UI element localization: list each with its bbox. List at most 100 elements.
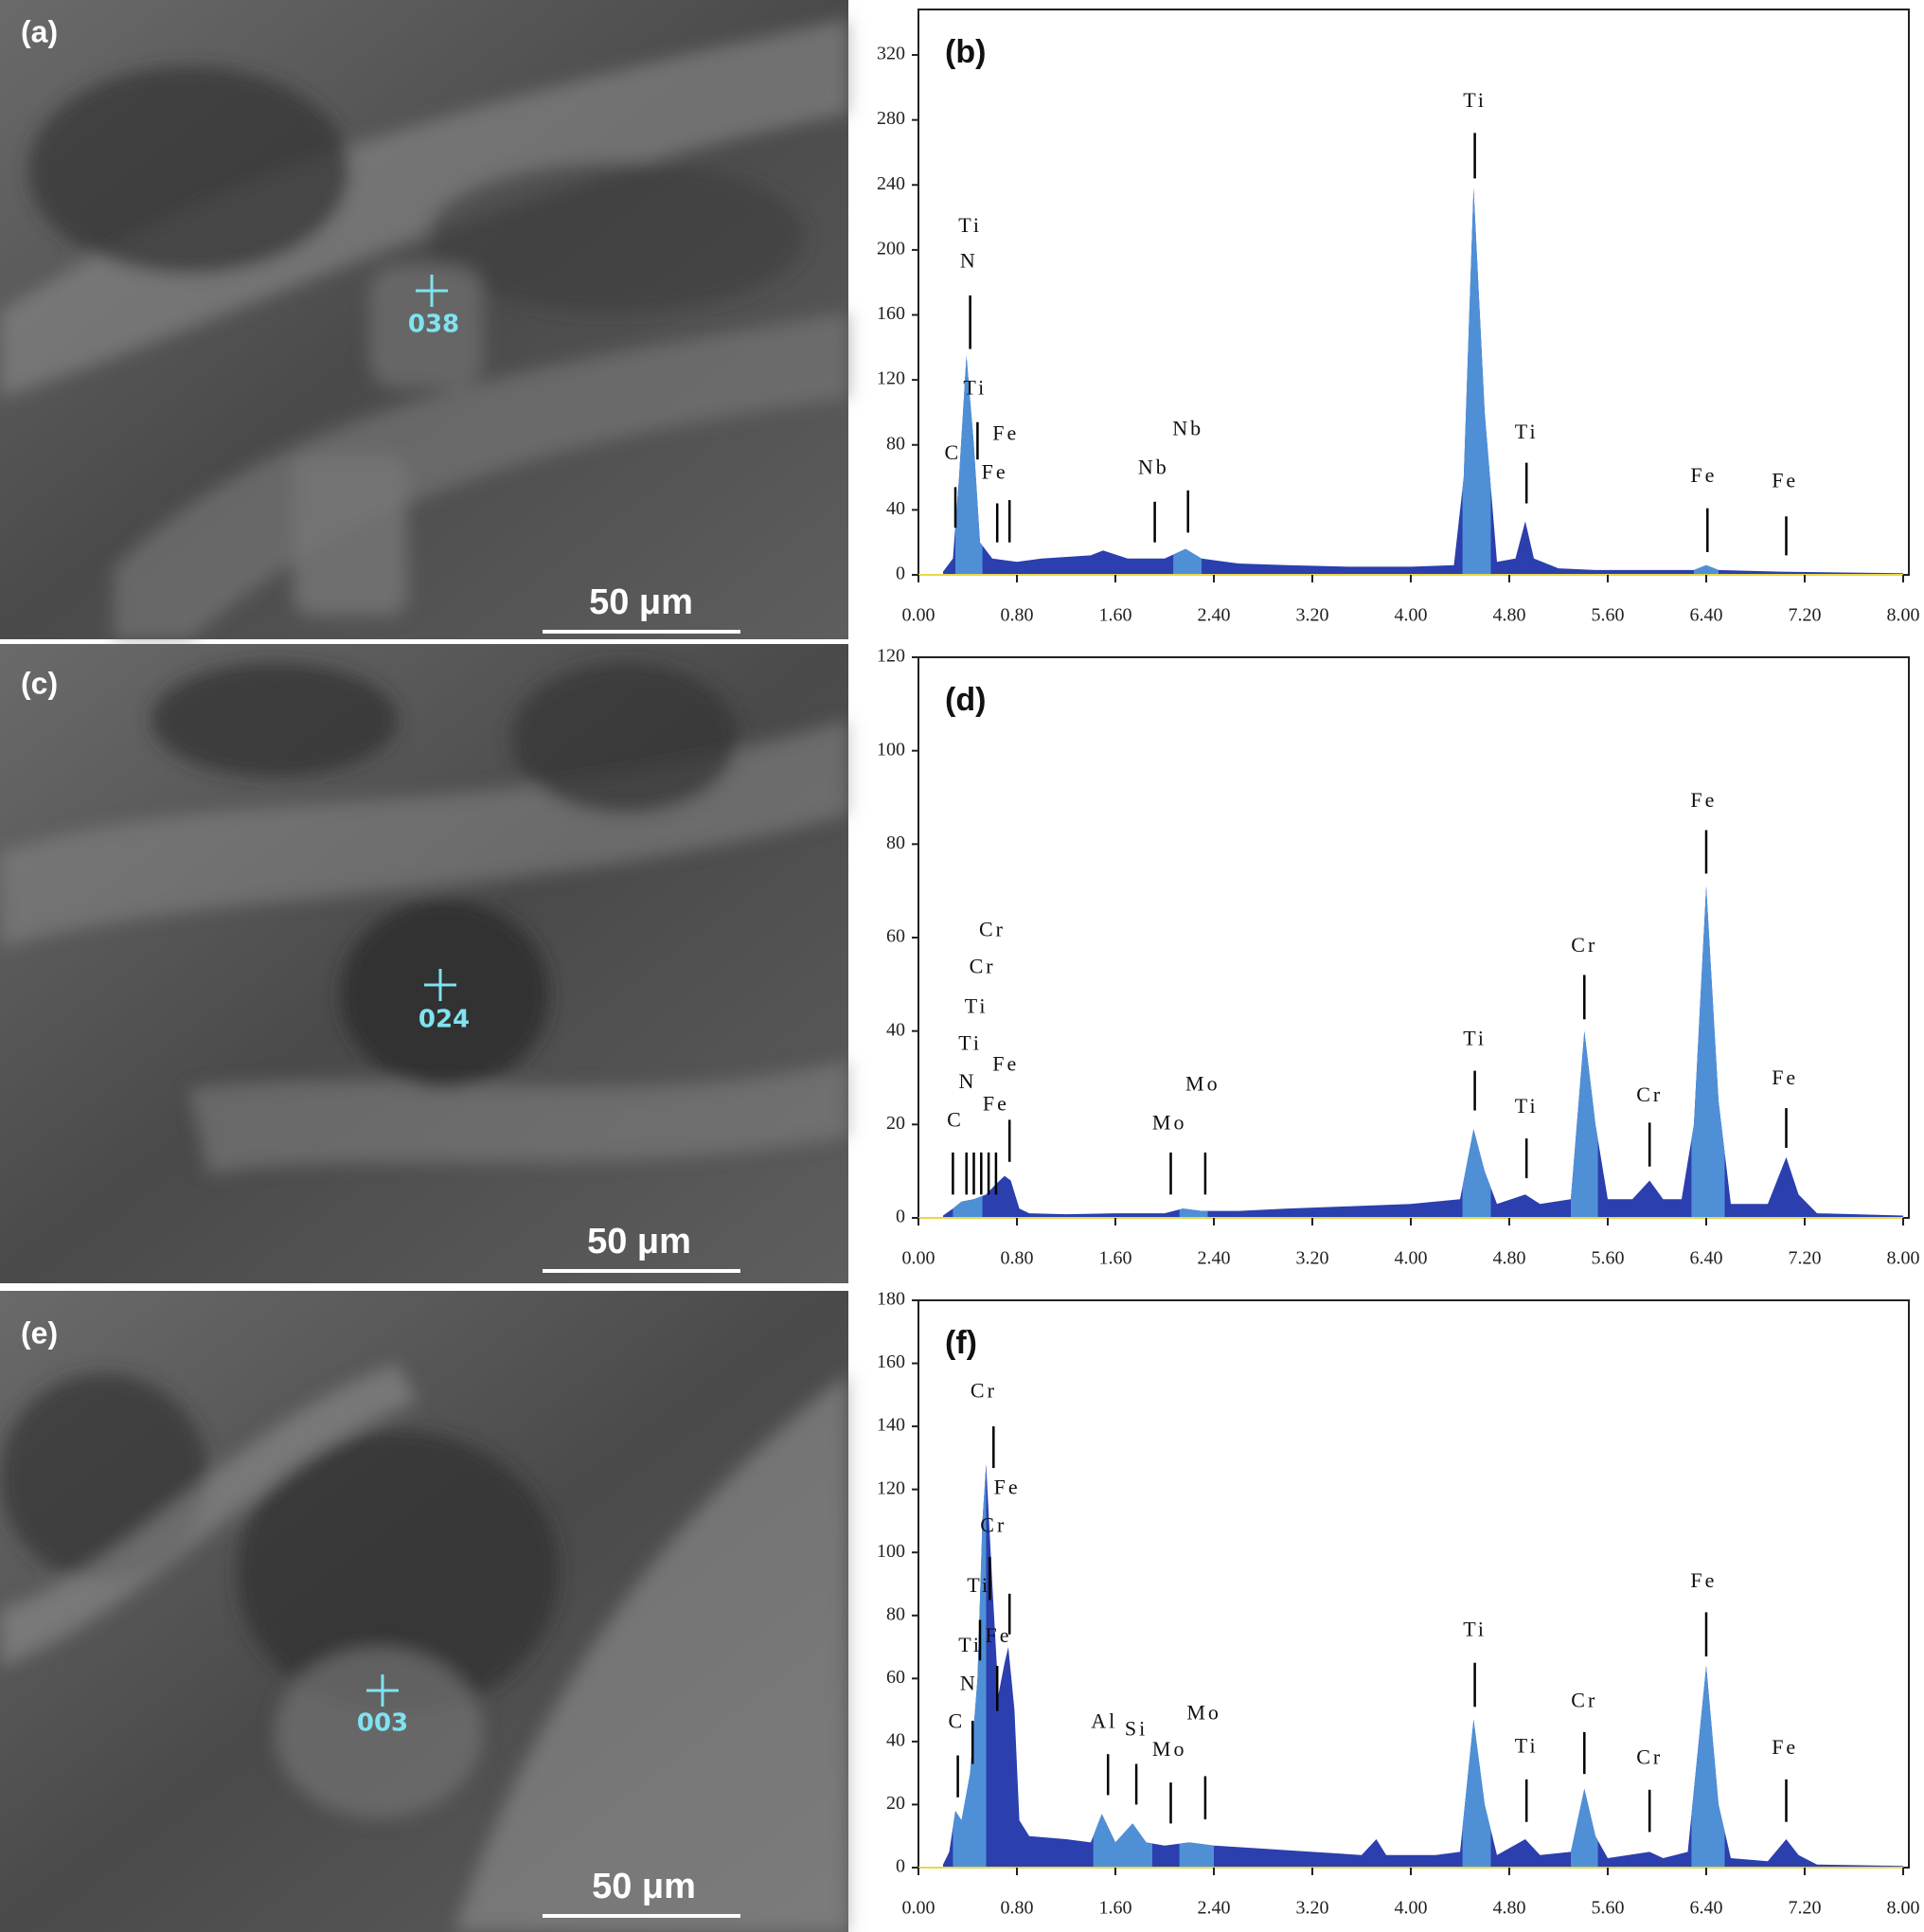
y-tick-label: 120 — [877, 1477, 905, 1498]
x-tick-label: 5.60 — [1592, 1248, 1625, 1269]
x-tick-label: 3.20 — [1296, 1898, 1329, 1919]
peak-label: C — [948, 1709, 965, 1733]
x-tick-label: 0.00 — [902, 1898, 935, 1919]
peak-label: Fe — [1772, 1735, 1798, 1759]
chart: 0 20 40 60 80 100 120 0.00 0.80 1.60 2.40 3.20 4.00 4… — [877, 646, 1920, 1269]
sem-image: (a) 50 μm 038 — [0, 0, 848, 639]
x-tick-label: 4.80 — [1493, 605, 1526, 626]
peak-label: Ti — [963, 375, 987, 399]
sem-texture — [0, 19, 848, 639]
y-tick-label: 100 — [877, 739, 905, 760]
panel-label: (a) — [21, 14, 58, 48]
peak-label: Cr — [1571, 1689, 1597, 1712]
peak-label: Cr — [1636, 1745, 1663, 1769]
peak-label: Mo — [1152, 1737, 1187, 1761]
y-tick-label: 140 — [877, 1415, 905, 1436]
peak-label: Fe — [994, 1476, 1021, 1499]
y-tick-label: 80 — [886, 832, 905, 853]
chart-title: (d) — [945, 682, 986, 718]
x-tick-label: 1.60 — [1099, 1248, 1132, 1269]
sem-image: (c) 50 μm 024 — [0, 644, 848, 1283]
y-tick-label: 80 — [886, 433, 905, 454]
y-tick-label: 100 — [877, 1541, 905, 1562]
y-tick-label: 0 — [896, 564, 905, 584]
y-tick-label: 240 — [877, 173, 905, 194]
peak-label: C — [947, 1107, 964, 1131]
y-tick-label: 120 — [877, 368, 905, 389]
peak-label: Ti — [1515, 1094, 1539, 1118]
peak-label: Ti — [1515, 420, 1539, 443]
x-tick-label: 5.60 — [1592, 605, 1625, 626]
x-tick-label: 0.00 — [902, 1248, 935, 1269]
peak-label: Mo — [1185, 1071, 1220, 1095]
x-tick-label: 4.00 — [1395, 605, 1428, 626]
x-tick-label: 4.00 — [1395, 1898, 1428, 1919]
peak-label: Ti — [958, 1633, 982, 1656]
chart: 0 20 40 60 80 100 120 140 160 180 0.00 0.80 1.60 2.40… — [877, 1289, 1920, 1919]
panel-label: (e) — [21, 1315, 58, 1350]
peak-label: N — [960, 1671, 978, 1694]
peak-label: Fe — [992, 1052, 1019, 1076]
x-tick-label: 7.20 — [1789, 1248, 1822, 1269]
chart-title: (b) — [945, 34, 986, 70]
chart-title: (f) — [945, 1325, 977, 1361]
x-tick-label: 6.40 — [1690, 1248, 1723, 1269]
y-tick-label: 160 — [877, 1351, 905, 1372]
y-tick-label: 60 — [886, 926, 905, 947]
y-tick-label: 200 — [877, 238, 905, 259]
peak-label: Fe — [1772, 1065, 1798, 1089]
x-tick-label: 4.80 — [1493, 1248, 1526, 1269]
peak-label: Mo — [1152, 1110, 1187, 1134]
y-tick-label: 80 — [886, 1603, 905, 1624]
y-tick-label: 0 — [896, 1207, 905, 1227]
x-tick-label: 1.60 — [1099, 605, 1132, 626]
y-tick-label: 280 — [877, 108, 905, 129]
peak-label: Ti — [958, 1031, 982, 1055]
panel-label: (c) — [21, 666, 58, 700]
y-tick-label: 20 — [886, 1113, 905, 1134]
x-tick-label: 2.40 — [1198, 605, 1231, 626]
y-tick-label: 60 — [886, 1667, 905, 1688]
spot-label: 024 — [419, 1006, 470, 1034]
sem-texture — [0, 1364, 848, 1932]
plot-frame — [917, 1299, 1910, 1869]
peak-label: C — [945, 440, 962, 464]
peak-label: Ti — [1463, 1027, 1487, 1050]
y-tick-label: 20 — [886, 1793, 905, 1814]
x-tick-label: 3.20 — [1296, 1248, 1329, 1269]
spot-label: 003 — [357, 1709, 408, 1738]
peak-label: Cr — [970, 955, 996, 978]
peak-label: N — [959, 1069, 977, 1093]
peak-label: Fe — [983, 1092, 1009, 1116]
peak-label: Ti — [1515, 1734, 1539, 1758]
y-tick-label: 40 — [886, 498, 905, 519]
y-tick-label: 40 — [886, 1019, 905, 1040]
chart: 0 40 80 120 160 200 240 280 320 0.00 0.80 1.60 2.40 3… — [877, 9, 1920, 626]
scale-label: 50 μm — [587, 1222, 691, 1261]
y-tick-label: 0 — [896, 1856, 905, 1877]
peak-label: Cr — [971, 1379, 997, 1403]
peak-label: Si — [1125, 1717, 1148, 1741]
peak-label: Al — [1091, 1709, 1117, 1733]
x-tick-label: 7.20 — [1789, 605, 1822, 626]
crosshair — [416, 275, 448, 307]
peak-label: Cr — [980, 1513, 1007, 1537]
x-tick-label: 6.40 — [1690, 1898, 1723, 1919]
peak-label: Ti — [958, 213, 982, 237]
crosshair — [366, 1674, 399, 1707]
crosshair — [424, 969, 456, 1001]
peak-label: Fe — [1690, 788, 1717, 812]
peak-label: Cr — [1571, 933, 1597, 957]
y-tick-label: 320 — [877, 44, 905, 64]
peak-label: N — [960, 249, 978, 273]
x-tick-label: 8.00 — [1887, 1248, 1920, 1269]
x-tick-label: 5.60 — [1592, 1898, 1625, 1919]
x-tick-label: 4.80 — [1493, 1898, 1526, 1919]
x-tick-label: 2.40 — [1198, 1898, 1231, 1919]
peak-label: Cr — [1636, 1082, 1663, 1106]
peak-label: Fe — [982, 460, 1008, 484]
y-tick-label: 40 — [886, 1729, 905, 1750]
spot-label: 038 — [408, 311, 459, 339]
peak-label: Nb — [1172, 416, 1203, 439]
